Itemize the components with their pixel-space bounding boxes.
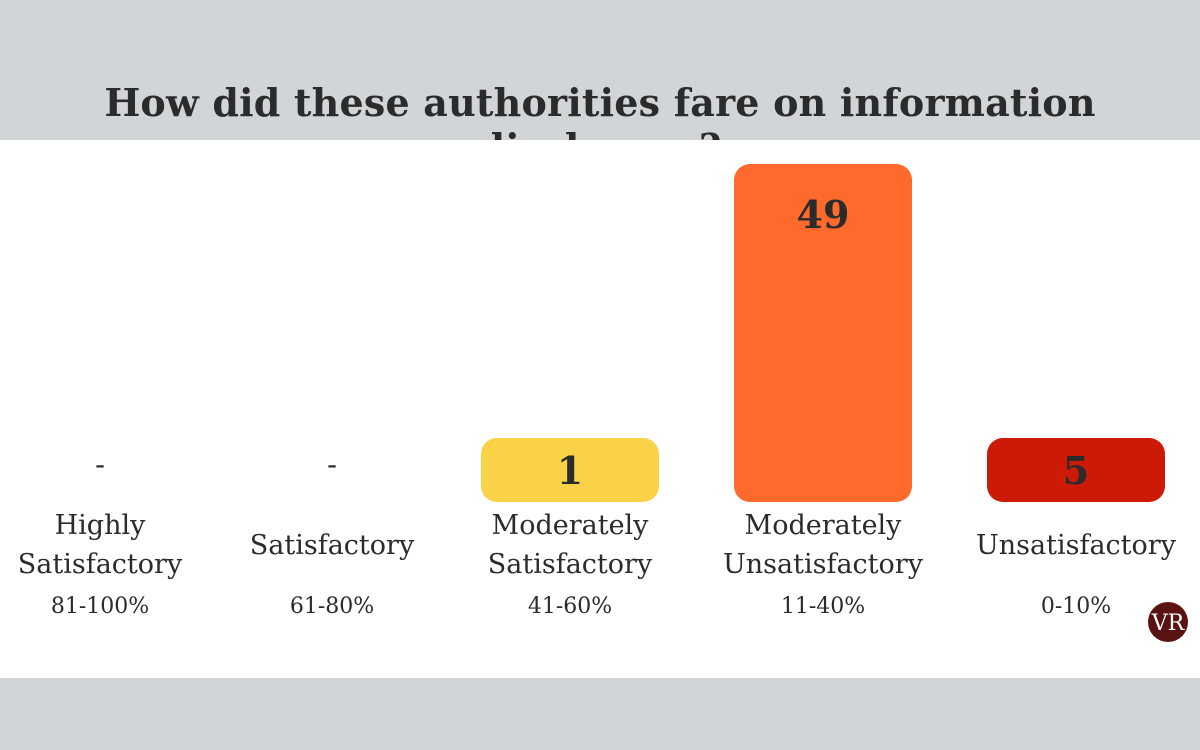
data-label: - bbox=[327, 448, 337, 481]
category-label-line: Unsatisfactory bbox=[723, 549, 924, 580]
vr-logo: VR bbox=[1148, 602, 1188, 642]
bar bbox=[481, 438, 659, 502]
category-label-line: Satisfactory bbox=[250, 530, 415, 561]
category-label: Moderately Satisfactory bbox=[488, 510, 653, 580]
category-label-line: Highly bbox=[55, 510, 146, 541]
data-label: - bbox=[95, 448, 105, 481]
range-label: 81-100% bbox=[51, 594, 149, 619]
range-label: 11-40% bbox=[781, 594, 865, 619]
range-label: 0-10% bbox=[1041, 594, 1111, 619]
category-label-line: Unsatisfactory bbox=[976, 530, 1177, 561]
range-label: 61-80% bbox=[290, 594, 374, 619]
data-label: 1 bbox=[557, 448, 583, 493]
category-label-line: Satisfactory bbox=[18, 549, 183, 580]
category-label-line: Satisfactory bbox=[488, 549, 653, 580]
chart-panel bbox=[0, 140, 1200, 678]
bar bbox=[734, 164, 912, 502]
data-label: 5 bbox=[1063, 448, 1089, 493]
logo-text: VR bbox=[1151, 611, 1186, 636]
title-banner: How did these authorities fare on inform… bbox=[0, 0, 1200, 170]
category-label: Moderately Unsatisfactory bbox=[723, 510, 924, 580]
logo-circle bbox=[1148, 602, 1188, 642]
data-label: 49 bbox=[797, 192, 850, 237]
bar bbox=[987, 438, 1165, 502]
category-label-line: Moderately bbox=[745, 510, 903, 541]
range-label: 41-60% bbox=[528, 594, 612, 619]
category-label-line: Moderately bbox=[492, 510, 650, 541]
footer-band bbox=[0, 678, 1200, 750]
category-label: Satisfactory bbox=[250, 530, 415, 561]
category-label: Unsatisfactory bbox=[976, 530, 1177, 561]
category-label: Highly Satisfactory bbox=[18, 510, 183, 580]
